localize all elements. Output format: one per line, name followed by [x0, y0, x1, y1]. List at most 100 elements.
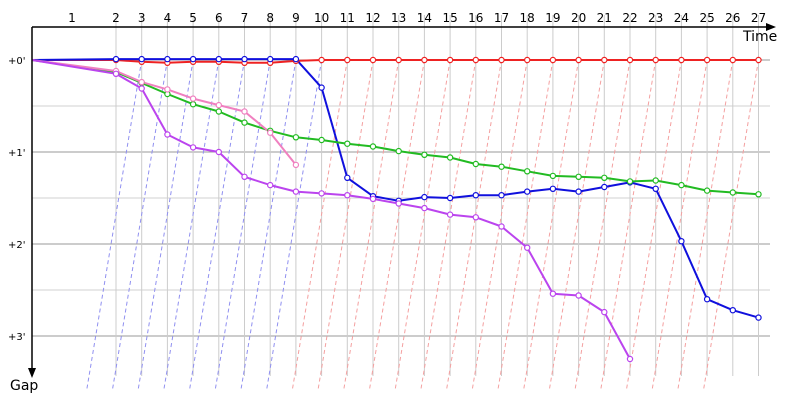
data-point — [549, 56, 557, 64]
data-point — [318, 56, 325, 64]
data-point — [241, 173, 248, 180]
data-point — [318, 84, 325, 91]
data-point — [215, 148, 222, 156]
data-point — [703, 187, 711, 194]
x-tick-label: 15 — [442, 11, 457, 25]
y-tick-label: +1' — [8, 148, 26, 159]
x-tick-label: 3 — [138, 11, 146, 25]
data-point — [164, 55, 171, 63]
x-tick-label: 11 — [340, 11, 355, 25]
x-tick-label: 12 — [365, 11, 380, 25]
data-point — [292, 161, 300, 169]
data-point — [292, 188, 300, 195]
data-point — [575, 292, 582, 299]
x-tick-label: 25 — [699, 11, 714, 25]
data-point — [755, 314, 762, 321]
lap-guide-line — [677, 59, 734, 391]
x-tick-label: 17 — [494, 11, 509, 25]
x-tick-label: 27 — [751, 11, 766, 25]
lap-guide-line — [394, 59, 451, 391]
data-point — [138, 78, 145, 86]
data-point — [421, 193, 428, 201]
data-point — [626, 56, 634, 64]
lap-guide-line — [548, 59, 605, 391]
data-point — [498, 163, 505, 170]
lap-guide-line — [600, 59, 657, 391]
data-point — [344, 140, 351, 147]
data-point — [601, 56, 608, 64]
data-point — [215, 101, 222, 109]
data-point — [755, 191, 762, 198]
data-point — [241, 119, 248, 126]
x-tick-label: 13 — [391, 11, 406, 25]
data-point — [575, 188, 582, 195]
x-tick-label: 14 — [417, 11, 432, 25]
lap-guide-line — [446, 59, 502, 391]
data-point — [601, 308, 608, 316]
data-point — [472, 160, 479, 168]
x-tick-label: 21 — [597, 11, 612, 25]
data-point — [138, 55, 145, 63]
data-point — [498, 56, 505, 64]
y-tick-labels: +0' +1' +2' +3' — [8, 56, 26, 343]
data-point — [678, 237, 685, 245]
axes — [28, 23, 776, 378]
x-tick-labels: 1 2 3 4 5 6 7 8 9 10 11 12 13 14 15 16 17 18 19 20 21 22 23 24 2… — [68, 11, 766, 25]
data-point — [164, 131, 171, 138]
x-tick-label: 5 — [189, 11, 197, 25]
data-point — [395, 200, 402, 207]
x-tick-label: 24 — [674, 11, 689, 25]
data-point — [729, 56, 737, 64]
data-point — [344, 174, 351, 181]
data-point — [267, 55, 274, 63]
data-point — [344, 56, 351, 64]
x-tick-label: 26 — [725, 11, 740, 25]
data-point — [524, 56, 531, 64]
lap-guide-line — [317, 59, 374, 391]
y-axis-label: Gap — [10, 378, 38, 394]
x-tick-label: 7 — [241, 11, 249, 25]
data-point — [524, 244, 531, 251]
lap-guide-line — [703, 59, 759, 391]
data-point — [652, 177, 659, 184]
data-point — [652, 185, 659, 192]
y-tick-label: +2' — [8, 240, 26, 251]
data-point — [472, 56, 479, 64]
lap-guide-line — [343, 59, 400, 391]
data-point — [395, 56, 402, 64]
data-point — [241, 108, 248, 115]
data-point — [267, 181, 274, 189]
data-point — [678, 181, 685, 189]
lap-guide-line — [266, 59, 323, 391]
y-axis-arrow — [28, 368, 36, 378]
data-point — [575, 173, 582, 180]
lap-guide-line — [291, 59, 348, 391]
x-tick-label: 16 — [468, 11, 483, 25]
data-point — [498, 223, 505, 230]
y-tick-label: +3' — [8, 332, 26, 343]
series-lines — [31, 58, 759, 360]
x-tick-label: 19 — [545, 11, 560, 25]
lap-guide-line — [420, 59, 477, 391]
data-point — [421, 56, 428, 64]
x-tick-label: 4 — [164, 11, 172, 25]
data-point — [318, 136, 325, 144]
x-tick-label: 10 — [314, 11, 329, 25]
data-point — [729, 307, 737, 314]
data-point — [703, 56, 711, 64]
data-point — [395, 147, 402, 155]
series-points — [112, 55, 762, 363]
data-point — [446, 211, 454, 218]
x-tick-label: 8 — [266, 11, 274, 25]
data-point — [652, 56, 659, 64]
data-point — [549, 172, 557, 180]
data-point — [524, 188, 531, 195]
lap-guides — [86, 59, 759, 391]
lap-guide-line — [497, 59, 554, 391]
x-tick-label: 20 — [571, 11, 586, 25]
data-point — [369, 195, 377, 203]
series-line-5 — [31, 59, 631, 360]
data-point — [215, 108, 222, 115]
